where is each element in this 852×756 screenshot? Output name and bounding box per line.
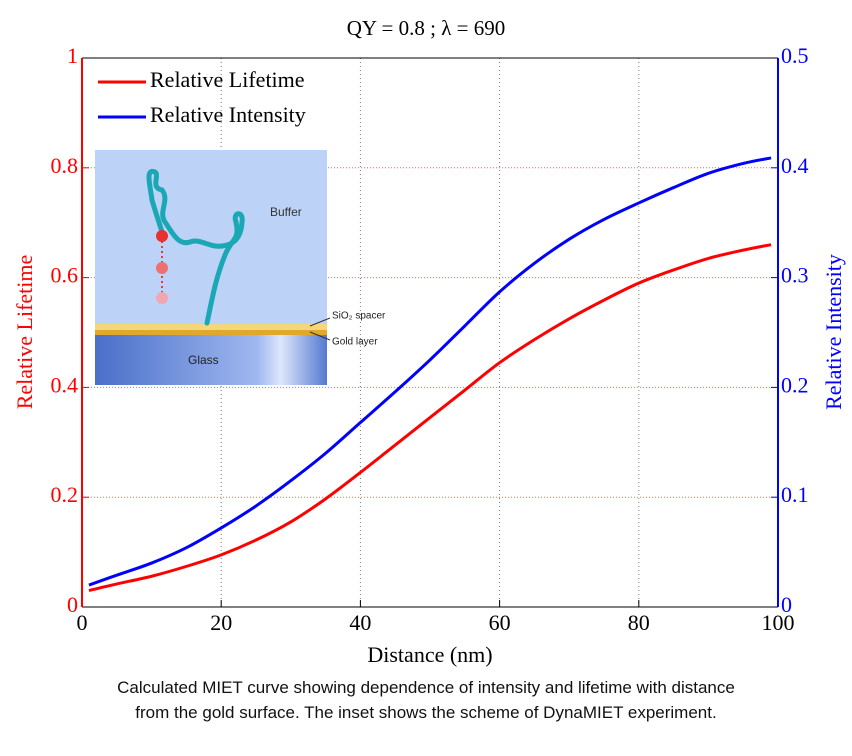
series-line: [88, 243, 772, 592]
y-tick-label: 1: [67, 43, 78, 68]
x-tick-label: 100: [762, 610, 795, 635]
y2-tick-label: 0.2: [781, 372, 809, 397]
y2-tick-label: 0.4: [781, 153, 809, 178]
caption: Calculated MIET curve showing dependence…: [117, 678, 735, 722]
inset-gold: [95, 330, 327, 335]
y2-axis-label: Relative Intensity: [821, 254, 846, 410]
inset-label: SiO₂ spacer: [332, 311, 386, 322]
x-tick-label: 40: [349, 610, 371, 635]
y-tick-label: 0: [67, 592, 78, 617]
inset-label: Gold layer: [332, 337, 378, 348]
inset-label: Buffer: [270, 205, 302, 219]
chart-title: QY = 0.8 ; λ = 690: [347, 16, 506, 40]
x-tick-label: 20: [210, 610, 232, 635]
inset-dot: [156, 230, 168, 242]
y-tick-label: 0.2: [51, 482, 79, 507]
y-tick-label: 0.8: [51, 153, 79, 178]
y2-tick-label: 0.5: [781, 43, 809, 68]
y2-tick-label: 0: [781, 592, 792, 617]
x-tick-label: 60: [489, 610, 511, 635]
x-axis-label: Distance (nm): [367, 642, 492, 667]
y2-tick-label: 0.1: [781, 482, 809, 507]
x-tick-label: 80: [628, 610, 650, 635]
inset-spacer: [95, 324, 327, 330]
legend-label: Relative Lifetime: [150, 67, 305, 92]
inset-label: Glass: [188, 353, 219, 367]
x-tick-label: 0: [77, 610, 88, 635]
series-line: [88, 156, 772, 587]
y2-tick-label: 0.3: [781, 263, 809, 288]
inset-dot: [156, 262, 168, 274]
y-axis-label: Relative Lifetime: [12, 255, 37, 410]
inset-glass: [95, 335, 327, 385]
inset-pointer: [309, 331, 331, 341]
legend-label: Relative Intensity: [150, 102, 306, 127]
inset-molecule: [146, 168, 245, 326]
y-tick-label: 0.4: [51, 372, 79, 397]
inset-pointer: [309, 317, 331, 327]
inset-dot: [156, 292, 168, 304]
inset: Buffer SiO₂ spacer Gold layer Glass: [95, 150, 386, 385]
chart: QY = 0.8 ; λ = 690 Distance (nm) Relativ…: [12, 16, 846, 667]
y-tick-label: 0.6: [51, 263, 79, 288]
